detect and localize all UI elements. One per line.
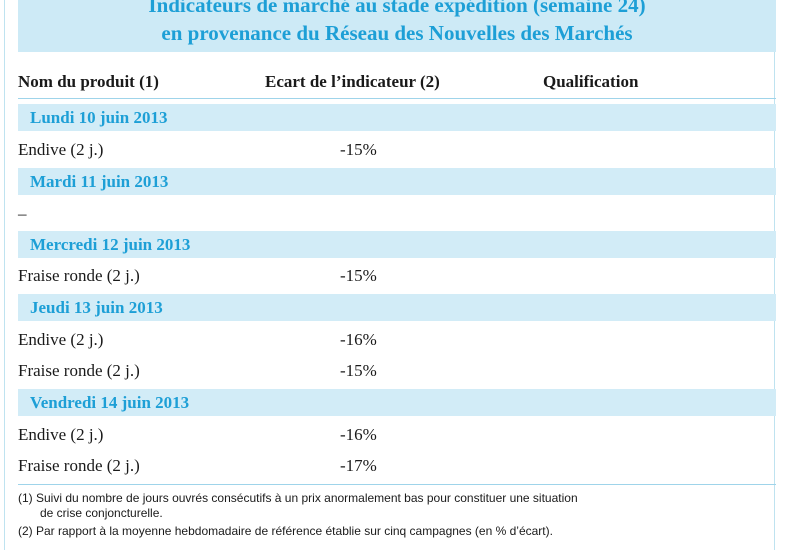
product-name: Fraise ronde (2 j.) — [18, 266, 140, 285]
product-name: Fraise ronde (2 j.) — [18, 361, 140, 380]
footnote-2: (2) Par rapport à la moyenne hebdomadair… — [18, 524, 553, 538]
column-header-gap: Ecart de l’indicateur (2) — [265, 72, 440, 91]
product-name: Endive (2 j.) — [18, 140, 104, 159]
product-name: – — [18, 204, 27, 223]
footnote-divider — [18, 484, 776, 485]
footnote-1-line-2: de crise conjoncturelle. — [40, 506, 163, 520]
day-label: Mardi 11 juin 2013 — [30, 172, 169, 191]
column-header-qualification: Qualification — [543, 72, 639, 91]
header-divider — [18, 98, 776, 99]
footnote-1-line-1: (1) Suivi du nombre de jours ouvrés cons… — [18, 491, 578, 505]
gap-value: -15% — [340, 140, 377, 159]
table-title: Indicateurs de marché au stade expéditio… — [148, 0, 646, 17]
day-band — [18, 231, 776, 258]
day-label: Lundi 10 juin 2013 — [30, 108, 168, 127]
day-label: Jeudi 13 juin 2013 — [30, 298, 163, 317]
product-name: Endive (2 j.) — [18, 330, 104, 349]
gap-value: -15% — [340, 266, 377, 285]
day-band — [18, 104, 776, 131]
gap-value: -17% — [340, 456, 377, 475]
gap-value: -15% — [340, 361, 377, 380]
day-band — [18, 168, 776, 195]
day-band — [18, 389, 776, 416]
title-band — [18, 0, 776, 52]
table-frame — [4, 0, 775, 550]
product-name: Fraise ronde (2 j.) — [18, 456, 140, 475]
day-label: Mercredi 12 juin 2013 — [30, 235, 191, 254]
gap-value: -16% — [340, 425, 377, 444]
product-name: Endive (2 j.) — [18, 425, 104, 444]
day-band — [18, 294, 776, 321]
column-header-product: Nom du produit (1) — [18, 72, 159, 91]
table-subtitle: en provenance du Réseau des Nouvelles de… — [161, 21, 633, 45]
day-label: Vendredi 14 juin 2013 — [30, 393, 190, 412]
gap-value: -16% — [340, 330, 377, 349]
footnote-1: (1) Suivi du nombre de jours ouvrés cons… — [18, 491, 768, 521]
